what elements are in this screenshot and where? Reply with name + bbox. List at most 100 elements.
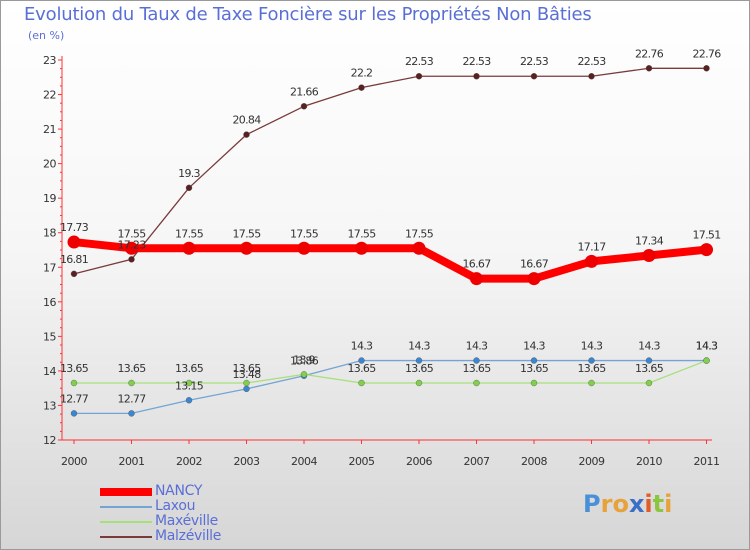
y-tick-label: 23 (43, 54, 56, 67)
legend-label: Laxou (155, 498, 196, 514)
data-point (358, 84, 365, 91)
legend-item: Laxou (100, 499, 221, 514)
data-label: 17.51 (693, 229, 721, 242)
x-tick-label: 2002 (176, 455, 202, 468)
y-tick-label: 18 (43, 227, 56, 240)
logo-letter: r (600, 490, 613, 518)
logo-letter: x (628, 490, 645, 518)
logo-letter: t (652, 490, 665, 518)
data-point (585, 254, 598, 268)
data-label: 17.34 (635, 235, 664, 248)
chart-unit-label: (en %) (28, 29, 65, 42)
data-label: 12.77 (118, 392, 147, 405)
data-label: 13.65 (578, 362, 607, 375)
data-point (125, 241, 138, 255)
data-label: 13.65 (405, 362, 434, 375)
logo-letter: P (583, 490, 601, 518)
data-label: 16.67 (463, 258, 492, 271)
data-point (588, 73, 595, 80)
legend-label: NANCY (155, 483, 203, 499)
data-point (588, 379, 595, 387)
data-point (415, 357, 423, 364)
data-label: 14.3 (466, 340, 488, 353)
x-tick-label: 2010 (636, 455, 662, 468)
data-point (645, 65, 653, 72)
data-label: 22.76 (635, 47, 664, 60)
data-label: 13.9 (293, 353, 315, 366)
data-label: 16.81 (60, 253, 88, 266)
data-point (297, 241, 311, 255)
data-label: 21.66 (290, 85, 319, 98)
data-point (243, 385, 250, 393)
data-point (473, 73, 480, 80)
x-tick-label: 2007 (464, 455, 490, 468)
data-point (530, 357, 538, 364)
data-point (415, 379, 423, 387)
data-label: 17.55 (405, 227, 434, 240)
data-point (527, 272, 541, 286)
data-label: 13.65 (463, 362, 492, 375)
y-tick-label: 14 (43, 365, 56, 378)
data-label: 14.3 (408, 340, 430, 353)
data-point (185, 397, 193, 404)
y-tick-label: 12 (43, 434, 56, 447)
data-label: 13.65 (175, 362, 204, 375)
data-label: 22.2 (351, 67, 373, 80)
data-label: 22.53 (520, 55, 549, 68)
data-label: 22.53 (463, 55, 492, 68)
data-point (703, 65, 710, 72)
data-point (185, 379, 193, 387)
data-point (473, 379, 480, 387)
legend-swatch (100, 520, 152, 523)
logo-letter: i (644, 490, 653, 518)
data-label: 13.65 (60, 362, 89, 375)
data-point (645, 379, 653, 387)
data-label: 13.65 (118, 362, 147, 375)
data-point (243, 131, 250, 138)
data-label: 14.3 (696, 340, 718, 353)
data-label: 17.55 (118, 227, 147, 240)
data-label: 14.3 (638, 340, 660, 353)
data-label: 16.67 (520, 258, 549, 271)
data-point (700, 243, 713, 257)
data-point (642, 249, 656, 263)
y-tick-label: 22 (43, 89, 56, 102)
data-label: 17.55 (290, 227, 319, 240)
legend-label: Maxéville (155, 513, 218, 529)
data-point (703, 357, 710, 364)
data-label: 14.3 (696, 340, 718, 353)
y-tick-label: 19 (43, 192, 56, 205)
data-label: 13.65 (348, 362, 377, 375)
series-line-maxéville (73, 359, 708, 384)
data-point (300, 103, 308, 110)
y-tick-label: 21 (43, 123, 56, 136)
y-tick-label: 16 (43, 296, 56, 309)
series-line-malzéville (73, 67, 708, 275)
data-label: 13.65 (520, 362, 549, 375)
series-line-laxou (73, 359, 708, 415)
data-label: 14.3 (523, 340, 545, 353)
legend-item: Malzéville (100, 529, 221, 544)
data-point (70, 379, 78, 387)
data-label: 13.86 (290, 355, 319, 368)
data-label: 13.15 (175, 379, 204, 392)
data-point (243, 379, 250, 387)
data-point (67, 235, 81, 249)
chart-title: Evolution du Taux de Taxe Foncière sur l… (24, 4, 592, 25)
x-tick-label: 2009 (579, 455, 605, 468)
data-point (355, 241, 368, 255)
data-point (470, 272, 483, 286)
data-point (473, 357, 480, 364)
logo-letter: i (664, 490, 673, 518)
x-tick-label: 2004 (291, 455, 317, 468)
data-label: 17.55 (348, 227, 377, 240)
data-label: 13.65 (635, 362, 664, 375)
data-point (588, 357, 595, 364)
data-label: 12.77 (60, 392, 89, 405)
y-tick-label: 20 (43, 158, 56, 171)
data-point (530, 379, 538, 387)
legend-item: Maxéville (100, 514, 221, 529)
x-tick-label: 2001 (119, 455, 145, 468)
data-label: 13.48 (233, 368, 262, 381)
